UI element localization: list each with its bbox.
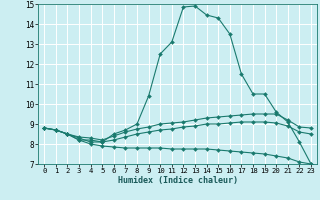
X-axis label: Humidex (Indice chaleur): Humidex (Indice chaleur) bbox=[118, 176, 238, 185]
